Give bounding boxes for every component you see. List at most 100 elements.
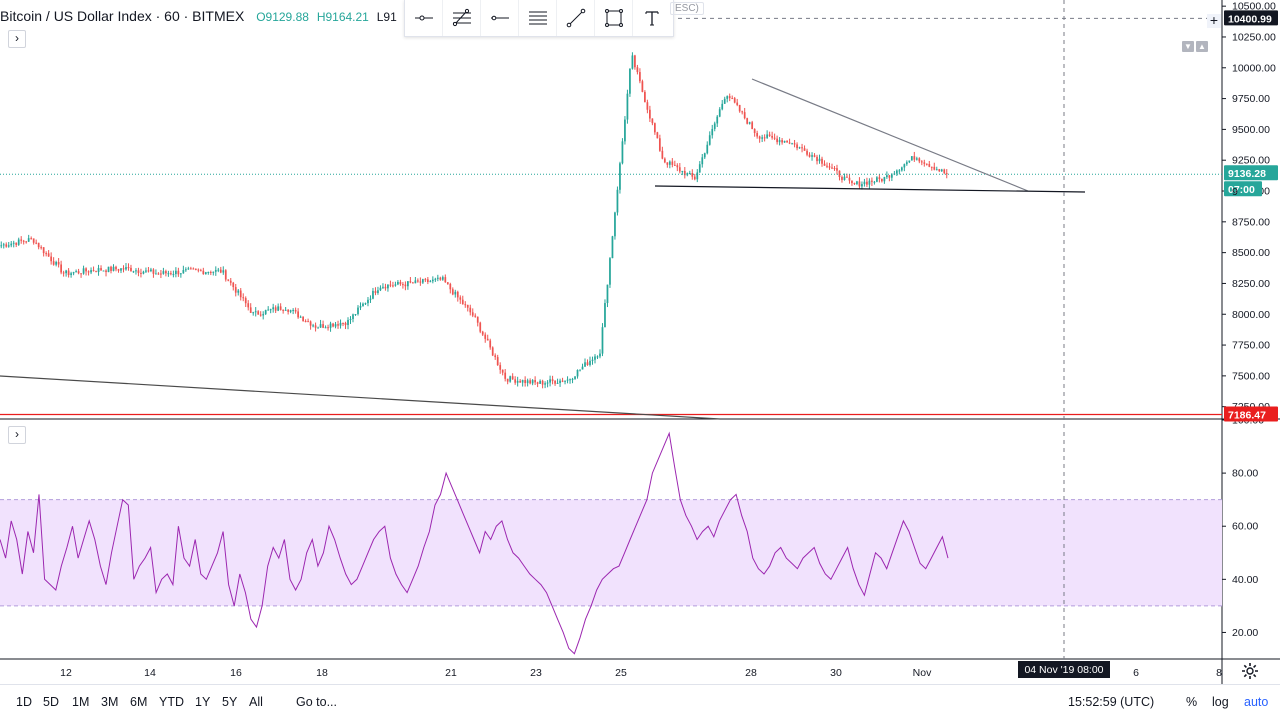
candle xyxy=(803,148,806,151)
price-tick-label: 7500.00 xyxy=(1232,370,1270,382)
candle xyxy=(402,284,404,286)
candle xyxy=(554,381,556,384)
candle xyxy=(397,281,399,285)
horizontal-line-icon[interactable] xyxy=(481,0,519,36)
candle xyxy=(117,269,120,271)
candle xyxy=(441,277,444,280)
tf-6m-button[interactable]: 6M xyxy=(130,695,148,709)
candle xyxy=(731,98,734,100)
percent-toggle[interactable]: % xyxy=(1186,695,1198,709)
candle xyxy=(741,111,744,113)
candle xyxy=(751,122,754,130)
tf-5d-button[interactable]: 5D xyxy=(43,695,59,709)
candle xyxy=(791,143,793,145)
price-tick-label: 10250.00 xyxy=(1232,31,1276,43)
rsi-legend-collapse-button[interactable]: › xyxy=(8,426,26,444)
candle xyxy=(224,270,227,280)
candle xyxy=(766,134,769,138)
rsi-tick-label: 20.00 xyxy=(1232,627,1258,639)
candle xyxy=(90,270,92,273)
candle xyxy=(813,155,816,157)
horizontal-ray-icon[interactable] xyxy=(405,0,443,36)
rsi-tick-label: 80.00 xyxy=(1232,468,1258,480)
candle xyxy=(831,167,833,169)
utc-clock[interactable]: 15:52:59 (UTC) xyxy=(1068,695,1155,709)
candle xyxy=(262,314,265,316)
candle xyxy=(611,236,614,259)
tf-5y-button[interactable]: 5Y xyxy=(222,695,238,709)
trend-line-icon[interactable] xyxy=(557,0,595,36)
candle xyxy=(776,138,778,143)
tf-1d-button[interactable]: 1D xyxy=(16,695,32,709)
time-tick-label: 30 xyxy=(830,667,842,679)
candle xyxy=(629,68,631,94)
tf-ytd-button[interactable]: YTD xyxy=(159,695,184,709)
candle xyxy=(466,304,469,308)
crosshair-price-label-bg xyxy=(1224,10,1278,26)
chart-canvas[interactable]: 10500.0010250.0010000.009750.009500.0092… xyxy=(0,0,1280,684)
candle xyxy=(354,314,357,316)
candle xyxy=(229,280,232,283)
candle xyxy=(434,278,437,280)
candle xyxy=(40,247,43,249)
candle xyxy=(232,282,235,288)
price-tick-label: 10500.00 xyxy=(1232,1,1276,13)
tf-all-button[interactable]: All xyxy=(249,695,263,709)
candle xyxy=(713,123,716,129)
candle xyxy=(663,158,666,163)
scale-arrows[interactable]: ▼ ▲ xyxy=(1182,36,1210,54)
arrow-up-icon[interactable]: ▲ xyxy=(1196,41,1208,52)
candle xyxy=(204,272,207,275)
candle xyxy=(451,289,454,295)
candle xyxy=(27,238,30,242)
candle xyxy=(327,327,329,329)
candle xyxy=(561,380,564,382)
candle xyxy=(908,160,911,163)
candle xyxy=(207,271,210,273)
candle xyxy=(716,116,719,124)
candle xyxy=(564,380,566,382)
candle xyxy=(142,271,145,274)
candle xyxy=(80,273,82,275)
candle xyxy=(334,324,337,327)
bar-countdown-label-bg xyxy=(1224,181,1262,197)
candle xyxy=(781,140,783,143)
crosshair-date-bg xyxy=(1018,661,1110,678)
candle xyxy=(489,340,492,348)
add-alert-plus-icon[interactable]: + xyxy=(1207,13,1221,28)
candle xyxy=(399,281,402,285)
candle xyxy=(723,98,726,104)
candle xyxy=(165,271,167,274)
log-toggle[interactable]: log xyxy=(1212,695,1229,709)
candle xyxy=(62,272,65,274)
auto-toggle[interactable]: auto xyxy=(1244,695,1269,709)
candle xyxy=(132,271,135,273)
text-tool-icon[interactable] xyxy=(633,0,670,36)
parallel-channel-icon[interactable] xyxy=(519,0,557,36)
candle xyxy=(97,268,100,273)
tf-3m-button[interactable]: 3M xyxy=(101,695,119,709)
candle xyxy=(419,281,422,283)
candle xyxy=(888,175,891,178)
rectangle-icon[interactable] xyxy=(595,0,633,36)
arrow-down-icon[interactable]: ▼ xyxy=(1182,41,1194,52)
candle xyxy=(372,290,374,299)
candle xyxy=(339,322,342,326)
candle xyxy=(594,356,596,360)
candle xyxy=(756,133,759,137)
candle xyxy=(773,137,776,139)
time-tick-label: Nov xyxy=(913,667,932,679)
time-tick-label: 12 xyxy=(60,667,72,679)
fib-retracement-icon[interactable] xyxy=(443,0,481,36)
settings-gear-icon[interactable] xyxy=(1240,661,1260,681)
candle xyxy=(102,270,105,272)
candle xyxy=(863,181,866,185)
candle xyxy=(591,359,594,361)
tf-1y-button[interactable]: 1Y xyxy=(195,695,211,709)
candle xyxy=(574,376,576,379)
candle xyxy=(858,181,861,187)
legend-collapse-button[interactable]: › xyxy=(8,30,26,48)
tf-1m-button[interactable]: 1M xyxy=(72,695,90,709)
goto-button[interactable]: Go to... xyxy=(296,695,337,709)
candle xyxy=(903,164,906,168)
